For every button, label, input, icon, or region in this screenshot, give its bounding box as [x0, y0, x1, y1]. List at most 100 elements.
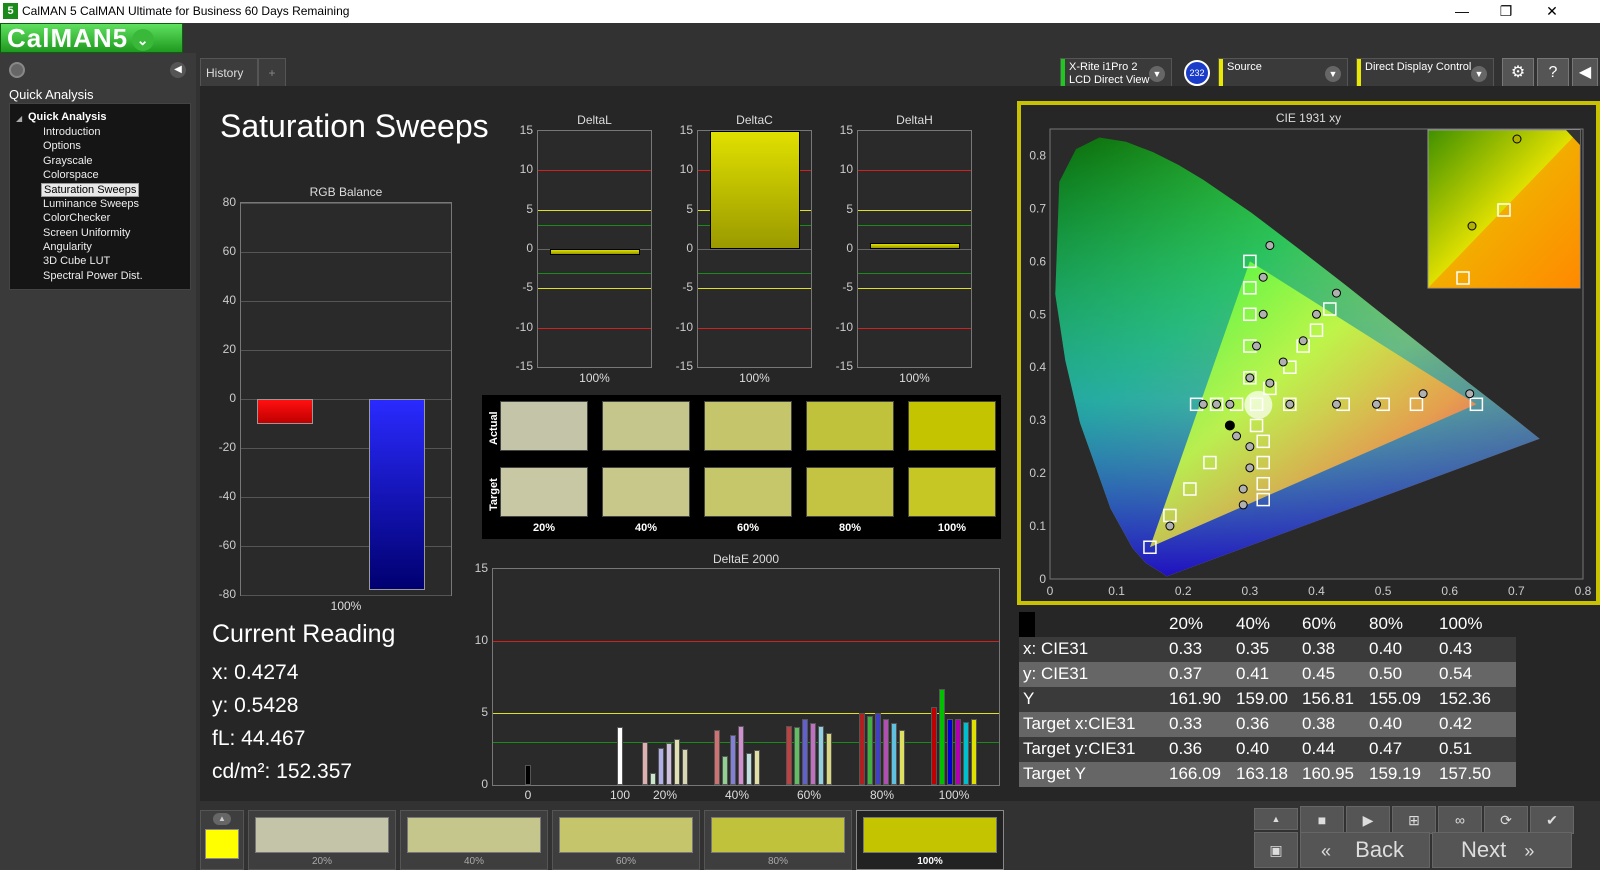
reading-x: x: 0.4274 [212, 661, 299, 684]
table-cell: 159.00 [1236, 689, 1288, 708]
sidebar-item-colorspace[interactable]: Colorspace [43, 169, 99, 181]
deltae-bar [818, 725, 824, 785]
stop-icon[interactable]: ■ [1300, 806, 1344, 834]
deltae-threshold-line [493, 713, 999, 714]
chevron-up-icon[interactable]: ▲ [1254, 808, 1298, 830]
window-titlebar: 5 CalMAN 5 CalMAN Ultimate for Business … [0, 0, 1600, 23]
cie-measured-point [1245, 442, 1255, 452]
deltae-xtick-label: 100% [938, 788, 970, 802]
sidebar-item-screen-uniformity[interactable]: Screen Uniformity [43, 227, 131, 239]
cie-target-square [1256, 434, 1270, 449]
deltae-bar [754, 750, 760, 785]
rgb-gridline [241, 350, 451, 351]
continuous-icon[interactable]: ∞ [1438, 806, 1482, 834]
display-selector[interactable]: Direct Display Control ▼ [1356, 58, 1494, 89]
cie-1931-chart: 0 0.1 0.2 0.3 0.4 0.5 0.6 0.7 0.8 0.8 0.7 0.6 0.5 0.4… [1029, 128, 1592, 598]
table-row-label: Target Y [1023, 764, 1087, 783]
sidebar-item-saturation-sweeps[interactable]: Saturation Sweeps [41, 183, 140, 197]
cie-xtick-label: 0.2 [1175, 584, 1192, 598]
cie-measured-point [1252, 341, 1262, 351]
cie-target-square [1256, 476, 1270, 491]
table-cell: 0.40 [1236, 739, 1270, 758]
chevron-down-icon: ⌄ [132, 29, 155, 52]
cie-xtick-label: 0.4 [1308, 584, 1325, 598]
cie-ytick-label: 0.4 [1029, 360, 1046, 374]
rgb-tick-label: 20 [222, 342, 236, 356]
cie-gamut-triangle [1149, 261, 1477, 548]
current-patch[interactable]: ▲ [200, 810, 244, 870]
maximize-button[interactable]: ❐ [1499, 3, 1513, 19]
source-status-bar [1219, 59, 1223, 89]
delta-tick-label: 0 [846, 241, 853, 255]
delta-threshold-line [858, 209, 971, 211]
table-cell: 0.45 [1302, 664, 1336, 683]
play-icon[interactable]: ▶ [1346, 806, 1390, 834]
add-tab-button[interactable]: + [258, 58, 286, 86]
collapse-right-icon[interactable]: ◀ [1572, 58, 1598, 88]
progress-patch[interactable]: 60% [552, 810, 700, 870]
table-row-label: Y [1023, 689, 1035, 708]
checkmark-icon[interactable]: ✔ [1530, 806, 1574, 834]
deltae-bar [963, 721, 969, 785]
progress-patch[interactable]: 20% [248, 810, 396, 870]
delta-threshold-line [858, 170, 971, 172]
sidebar-item-colorchecker[interactable]: ColorChecker [43, 212, 111, 224]
refresh-icon[interactable]: ⟳ [1484, 806, 1528, 834]
deltae-bar [650, 773, 656, 785]
cie-measured-point [1465, 389, 1475, 399]
swatch-actual [704, 401, 792, 451]
close-button[interactable]: ✕ [1546, 3, 1558, 19]
next-button[interactable]: Next » [1432, 832, 1572, 868]
cie-measured-point [1331, 399, 1341, 409]
cie-target-square [1256, 455, 1270, 470]
sidebar-item-options[interactable]: Options [43, 140, 81, 152]
stop-square-icon[interactable]: ▣ [1254, 832, 1298, 868]
back-button[interactable]: « Back [1300, 832, 1430, 868]
rgb-gridline [241, 301, 451, 302]
sidebar-item-angularity[interactable]: Angularity [43, 241, 92, 253]
calman-logo-menu[interactable]: CalMAN5 ⌄ [0, 23, 183, 53]
delta-tick-label: 0 [526, 241, 533, 255]
sidebar-item-luminance-sweeps[interactable]: Luminance Sweeps [43, 198, 140, 210]
deltae-xtick-label: 40% [724, 788, 750, 802]
cie-ytick-label: 0.8 [1029, 148, 1046, 162]
cie-xtick-label: 0 [1047, 584, 1054, 598]
cie-measured-point [1245, 373, 1255, 383]
sidebar-item-3d-cube-lut[interactable]: 3D Cube LUT [43, 255, 111, 267]
progress-patch[interactable]: 40% [400, 810, 548, 870]
minimize-button[interactable]: — [1455, 3, 1469, 19]
cie-measured-point [1298, 336, 1308, 346]
help-icon[interactable]: ? [1537, 58, 1569, 88]
delta-tick-label: 15 [839, 123, 853, 137]
progress-patch-color [559, 817, 693, 853]
swatch-actual [500, 401, 588, 451]
progress-patch-color [407, 817, 541, 853]
delta-tick-label: -10 [835, 319, 853, 334]
source-selector[interactable]: Source ▼ [1218, 58, 1348, 89]
table-cell: 0.38 [1302, 714, 1336, 733]
read-series-icon[interactable]: ⊞ [1392, 806, 1436, 834]
progress-patch[interactable]: 100% [856, 810, 1004, 870]
progress-patch-label: 20% [311, 856, 332, 867]
table-cell: 155.09 [1369, 689, 1421, 708]
deltae-threshold-line [493, 641, 999, 642]
rgb-tick-label: -20 [218, 440, 236, 454]
pin-icon[interactable] [9, 62, 25, 78]
sidebar-item-spectral-power[interactable]: Spectral Power Dist. [43, 270, 143, 282]
table-cell: 0.51 [1439, 739, 1473, 758]
table-cell: 156.81 [1302, 689, 1354, 708]
table-row-label: x: CIE31 [1023, 639, 1089, 658]
sidebar-item-introduction[interactable]: Introduction [43, 126, 101, 138]
tree-expand-icon[interactable]: ◢ [16, 114, 23, 123]
meter-count-badge[interactable]: 232 [1184, 60, 1210, 86]
sidebar-item-grayscale[interactable]: Grayscale [43, 155, 93, 167]
tree-root-quick-analysis[interactable]: Quick Analysis [28, 111, 107, 123]
rgb-balance-xlabel: 100% [330, 599, 362, 613]
collapse-sidebar-icon[interactable]: ◀ [170, 62, 186, 78]
cie-chart-frame: CIE 1931 xy 0 0.1 0.2 0.3 0.4 0.5 0.6 0.7 0.8 0.8… [1017, 101, 1600, 605]
progress-patch[interactable]: 80% [704, 810, 852, 870]
settings-gear-icon[interactable]: ⚙ [1502, 58, 1534, 88]
meter-selector[interactable]: X-Rite i1Pro 2 LCD Direct View ▼ [1060, 58, 1172, 89]
table-header-cell: 40% [1236, 614, 1271, 633]
tab-history-1[interactable]: History 1 [200, 58, 258, 108]
